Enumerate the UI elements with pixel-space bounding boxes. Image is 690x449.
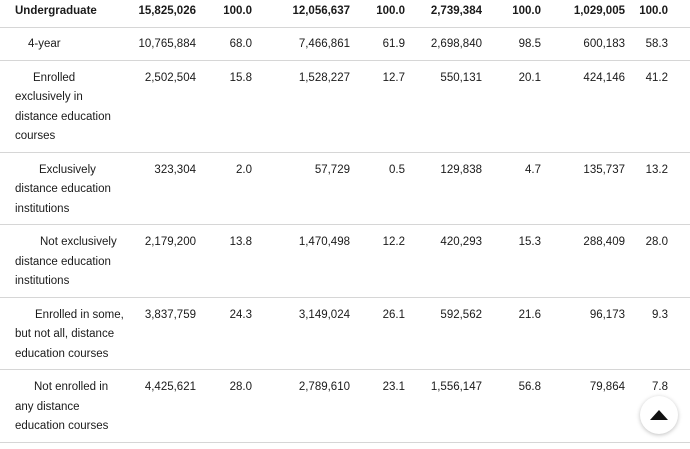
table-row: Exclusively distance education instituti… xyxy=(0,152,690,225)
cell: 100.0 xyxy=(350,0,405,28)
cell: 57,729 xyxy=(252,152,350,225)
row-label: Undergraduate xyxy=(0,0,127,28)
cell: 135,737 xyxy=(541,152,625,225)
cell: 2,739,384 xyxy=(405,0,482,28)
cell: 9.3 xyxy=(625,297,690,370)
cell: 20.1 xyxy=(482,60,541,153)
cell: 24.3 xyxy=(196,297,252,370)
cell: 58.3 xyxy=(625,27,690,61)
cell: 26.1 xyxy=(350,297,405,370)
cell: 2,502,504 xyxy=(127,60,196,153)
cell: 23.1 xyxy=(350,369,405,443)
cell: 288,409 xyxy=(541,224,625,298)
cell: 3,837,759 xyxy=(127,297,196,370)
table-row: Undergraduate 15,825,026 100.0 12,056,63… xyxy=(0,0,690,28)
cell: 420,293 xyxy=(405,224,482,298)
row-label: Not enrolled in any distance education c… xyxy=(0,369,127,443)
cell: 28.0 xyxy=(625,224,690,298)
cell: 2,179,200 xyxy=(127,224,196,298)
cell: 79,864 xyxy=(541,369,625,443)
cell: 13.8 xyxy=(196,224,252,298)
triangle-up-icon xyxy=(650,410,668,420)
table-row: Not exclusively distance education insti… xyxy=(0,224,690,298)
cell: 10,765,884 xyxy=(127,27,196,61)
cell: 15.3 xyxy=(482,224,541,298)
table-row: Enrolled exclusively in distance educati… xyxy=(0,60,690,153)
cell: 100.0 xyxy=(196,0,252,28)
row-label: Enrolled in some, but not all, distance … xyxy=(0,297,127,370)
cell: 98.5 xyxy=(482,27,541,61)
scroll-to-top-button[interactable] xyxy=(640,396,678,434)
cell: 96,173 xyxy=(541,297,625,370)
cell: 2,698,840 xyxy=(405,27,482,61)
cell: 1,470,498 xyxy=(252,224,350,298)
cell: 600,183 xyxy=(541,27,625,61)
row-label: Enrolled exclusively in distance educati… xyxy=(0,60,127,153)
row-label: Exclusively distance education instituti… xyxy=(0,152,127,225)
cell: 3,149,024 xyxy=(252,297,350,370)
cell: 15.8 xyxy=(196,60,252,153)
table-row: Enrolled in some, but not all, distance … xyxy=(0,297,690,370)
cell: 56.8 xyxy=(482,369,541,443)
cell: 424,146 xyxy=(541,60,625,153)
cell: 323,304 xyxy=(127,152,196,225)
cell: 28.0 xyxy=(196,369,252,443)
cell: 13.2 xyxy=(625,152,690,225)
cell: 61.9 xyxy=(350,27,405,61)
table-row: Not enrolled in any distance education c… xyxy=(0,369,690,443)
table-row: 4-year 10,765,884 68.0 7,466,861 61.9 2,… xyxy=(0,27,690,61)
cell: 7,466,861 xyxy=(252,27,350,61)
cell: 21.6 xyxy=(482,297,541,370)
cell: 129,838 xyxy=(405,152,482,225)
cell: 0.5 xyxy=(350,152,405,225)
cell: 12.2 xyxy=(350,224,405,298)
cell: 15,825,026 xyxy=(127,0,196,28)
cell: 4,425,621 xyxy=(127,369,196,443)
cell: 12.7 xyxy=(350,60,405,153)
cell: 1,528,227 xyxy=(252,60,350,153)
cell: 2,789,610 xyxy=(252,369,350,443)
cell: 2.0 xyxy=(196,152,252,225)
cell: 1,556,147 xyxy=(405,369,482,443)
row-label: 4-year xyxy=(0,27,127,61)
cell: 12,056,637 xyxy=(252,0,350,28)
cell: 68.0 xyxy=(196,27,252,61)
cell: 41.2 xyxy=(625,60,690,153)
cell: 1,029,005 xyxy=(541,0,625,28)
cell: 100.0 xyxy=(482,0,541,28)
cell: 4.7 xyxy=(482,152,541,225)
cell: 592,562 xyxy=(405,297,482,370)
cell: 550,131 xyxy=(405,60,482,153)
row-label: Not exclusively distance education insti… xyxy=(0,224,127,298)
cell: 100.0 xyxy=(625,0,690,28)
